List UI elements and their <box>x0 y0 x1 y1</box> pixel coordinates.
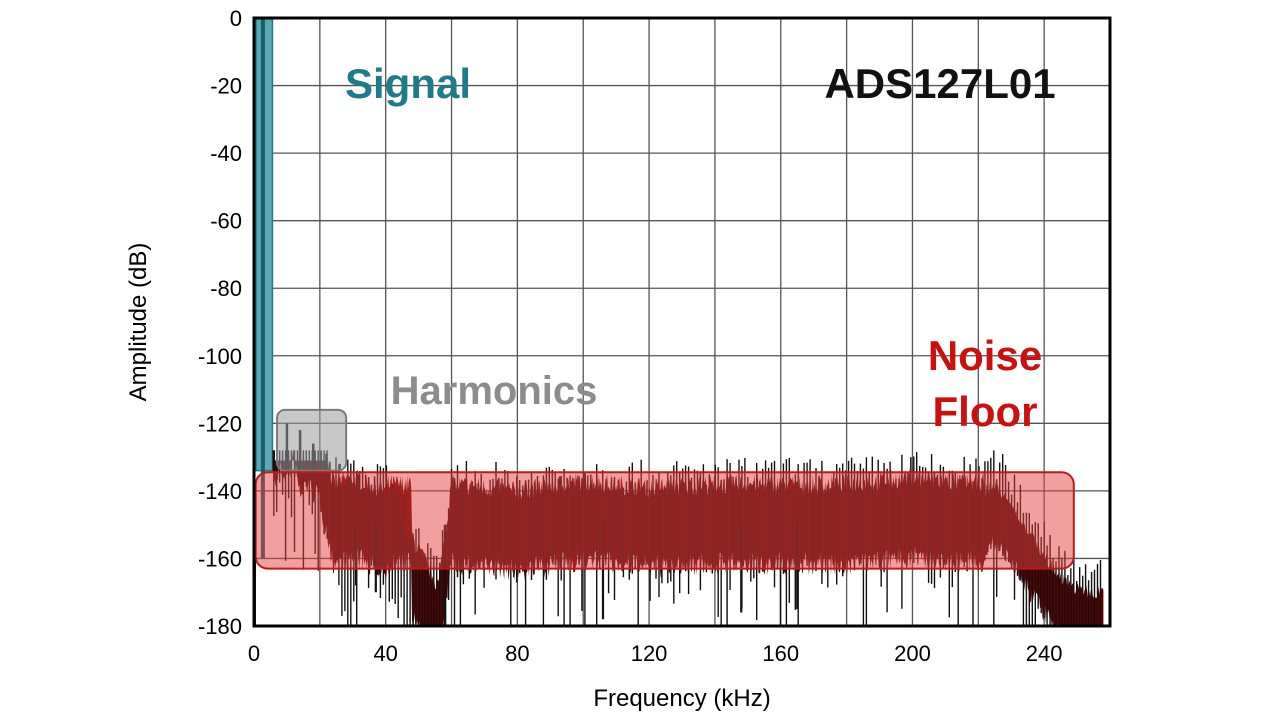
x-tick-label: 80 <box>505 641 529 666</box>
y-tick-label: -140 <box>198 479 242 504</box>
y-tick-label: -180 <box>198 614 242 639</box>
annotation-device-name: ADS127L01 <box>824 60 1055 107</box>
highlight-boxes <box>254 408 1075 570</box>
y-tick-label: -100 <box>198 344 242 369</box>
x-tick-label: 200 <box>894 641 931 666</box>
y-tick-label: -40 <box>210 141 242 166</box>
plot-frame <box>252 16 1112 628</box>
annotation-floor: Floor <box>933 388 1038 435</box>
x-tick-label: 40 <box>373 641 397 666</box>
y-tick-label: -120 <box>198 411 242 436</box>
harmonics-box <box>276 408 348 472</box>
y-tick-label: -60 <box>210 209 242 234</box>
y-tick-label: -80 <box>210 276 242 301</box>
x-tick-label: 0 <box>248 641 260 666</box>
x-tick-label: 240 <box>1026 641 1063 666</box>
x-tick-label: 120 <box>631 641 668 666</box>
annotation-harmonics: Harmonics <box>391 369 598 413</box>
annotation-signal: Signal <box>345 60 471 107</box>
noise-floor-box <box>254 471 1075 570</box>
x-axis-label: Frequency (kHz) <box>593 685 770 712</box>
y-tick-label: -160 <box>198 546 242 571</box>
y-tick-label: 0 <box>230 6 242 31</box>
y-tick-label: -20 <box>210 74 242 99</box>
y-axis-label: Amplitude (dB) <box>125 243 152 402</box>
annotation-noise: Noise <box>928 332 1042 379</box>
tick-labels: 0 40 80 120 160 200 240 0 -20 -40 -60 -80 -100 -120 -1… <box>198 6 1063 666</box>
grid-lines <box>254 18 1110 626</box>
x-tick-label: 160 <box>762 641 799 666</box>
